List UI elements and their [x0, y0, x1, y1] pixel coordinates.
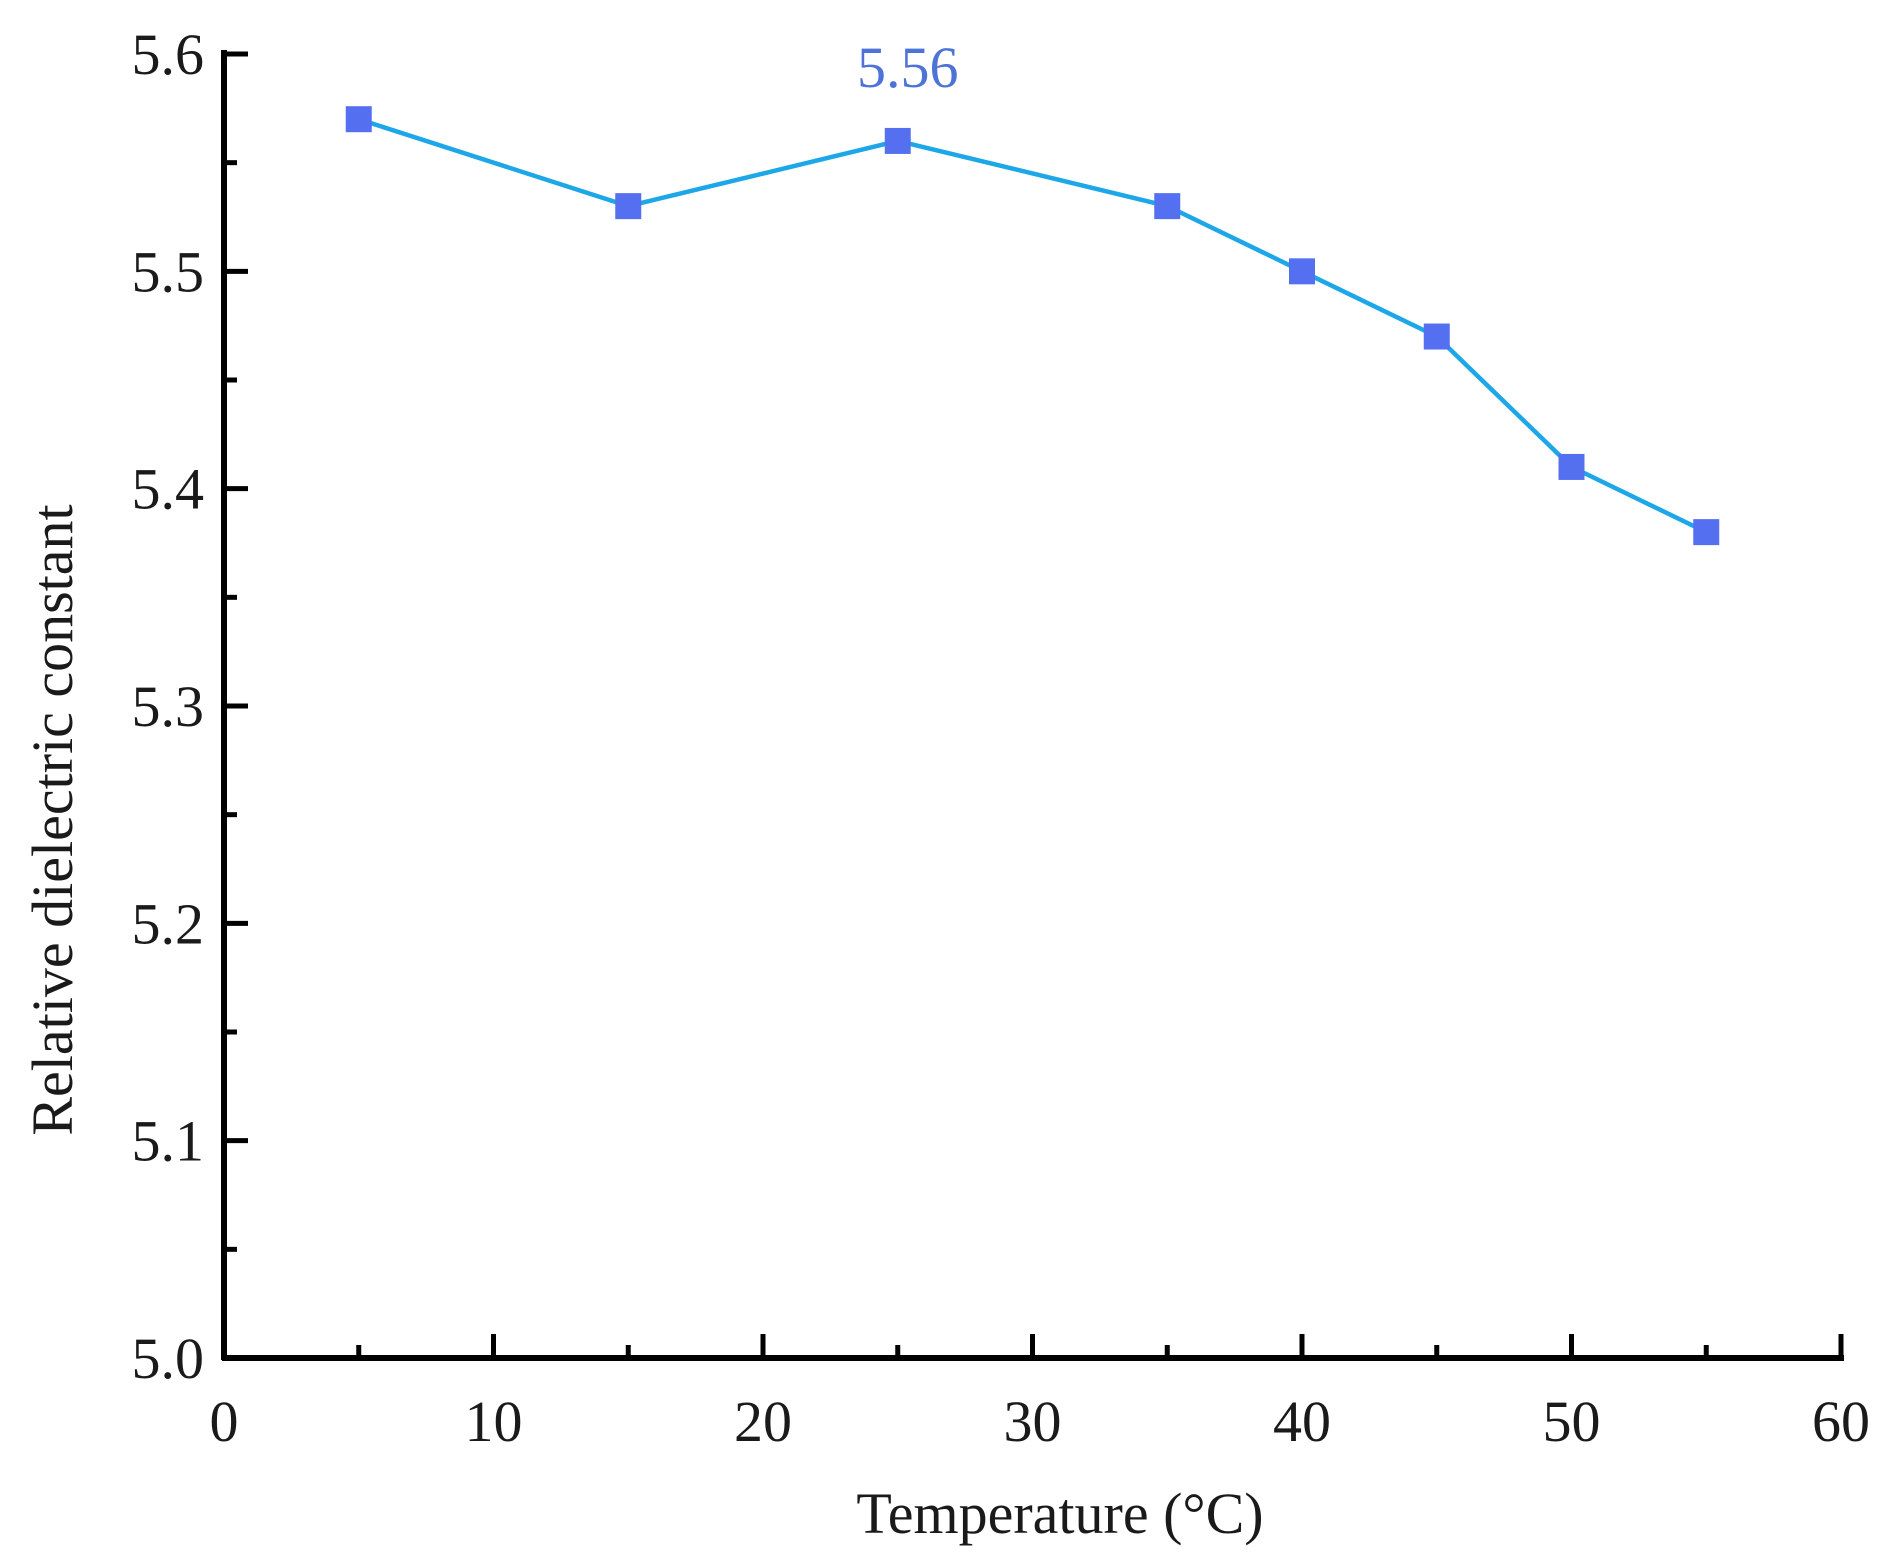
x-tick-label: 20 [734, 1389, 792, 1454]
x-tick-label: 40 [1273, 1389, 1331, 1454]
series-group [345, 106, 1720, 546]
y-tick-label: 5.2 [132, 891, 205, 956]
data-point-marker [1154, 193, 1181, 220]
x-axis-title: Temperature (°C) [856, 1481, 1263, 1546]
series-line [358, 117, 1708, 535]
annotations: 5.56 [857, 35, 959, 100]
x-tick-label: 10 [465, 1389, 523, 1454]
y-tick-label: 5.6 [132, 22, 205, 87]
data-point-marker [1423, 323, 1450, 350]
x-tick-label: 50 [1543, 1389, 1601, 1454]
x-tick-label: 30 [1004, 1389, 1062, 1454]
data-point-marker [1693, 519, 1720, 546]
data-label: 5.56 [857, 35, 959, 100]
y-tick-label: 5.1 [132, 1109, 205, 1174]
axes [221, 50, 1844, 1361]
data-point-marker [884, 127, 911, 154]
y-axis-title-text: Relative dielectric constant [20, 504, 85, 1135]
y-tick-label: 5.0 [132, 1326, 205, 1391]
data-point-marker [345, 106, 372, 133]
x-tick-label: 60 [1812, 1389, 1870, 1454]
ticks: 0 10 20 30 40 50 60 5.0 5.1 5.2 5.3 5.4 5.5 5.6 [132, 22, 1871, 1454]
y-axis-title: Relative dielectric constant [20, 504, 85, 1135]
x-tick-label: 0 [210, 1389, 239, 1454]
y-tick-label: 5.5 [132, 239, 205, 304]
y-tick-label: 5.3 [132, 674, 205, 739]
data-point-marker [1558, 453, 1585, 480]
y-tick-label: 5.4 [132, 457, 205, 522]
data-point-marker [1289, 258, 1315, 285]
data-point-marker [615, 193, 642, 220]
